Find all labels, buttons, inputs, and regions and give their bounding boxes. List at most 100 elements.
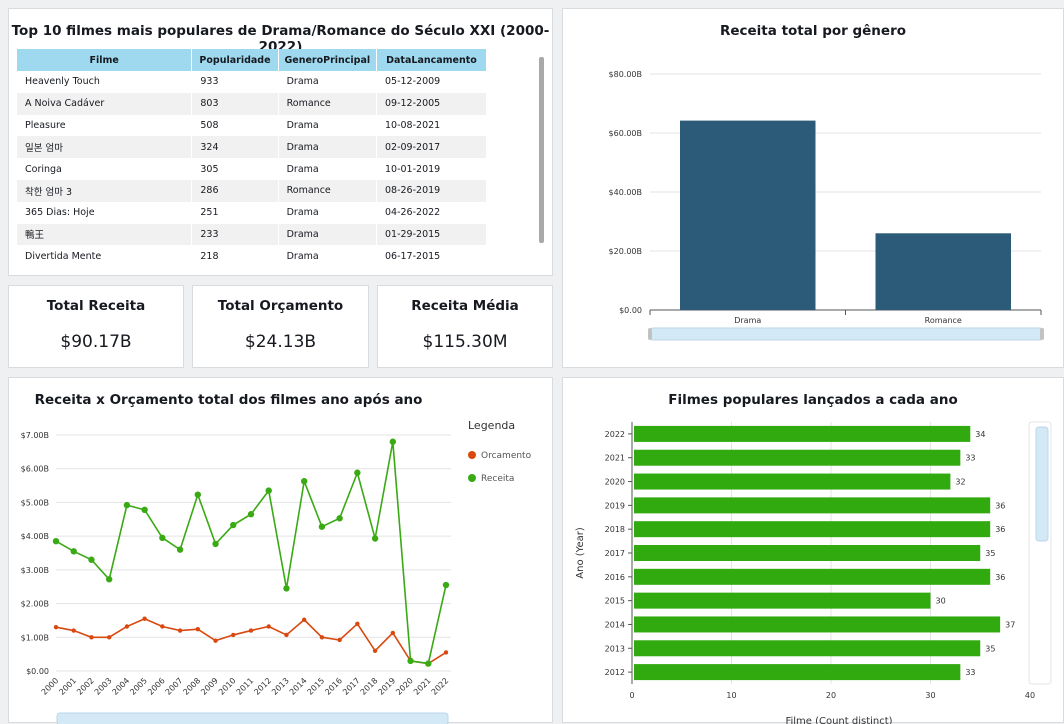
table-row[interactable]: Divertida Mente 218 Drama 06-17-2015 [17, 245, 487, 268]
x-tick-label: 2003 [93, 676, 114, 697]
data-label: 36 [995, 573, 1005, 582]
bar-year-2018[interactable] [634, 521, 991, 538]
bar-year-2015[interactable] [634, 592, 931, 609]
point-receita[interactable] [212, 540, 219, 548]
horizontal-scrollbar[interactable] [649, 327, 1044, 341]
x-tick-label: 2008 [181, 676, 202, 697]
x-tick-label: 2018 [359, 676, 380, 697]
point-orcamento[interactable] [337, 637, 342, 643]
table-row[interactable]: Pleasure 508 Drama 10-08-2021 [17, 114, 487, 137]
films-per-year-card: Filmes populares lançados a cada ano 0 10… [562, 377, 1064, 724]
bar-year-2019[interactable] [634, 497, 991, 514]
point-receita[interactable] [283, 585, 290, 592]
point-receita[interactable] [88, 556, 95, 563]
point-orcamento[interactable] [177, 628, 183, 633]
bar-year-2017[interactable] [634, 545, 981, 561]
data-label: 33 [965, 454, 975, 463]
point-receita[interactable] [425, 660, 432, 667]
point-orcamento[interactable] [53, 624, 59, 630]
column-header[interactable]: Filme [17, 49, 193, 71]
point-orcamento[interactable] [231, 632, 236, 638]
point-receita[interactable] [176, 546, 184, 553]
point-receita[interactable] [70, 548, 77, 555]
bar-year-2020[interactable] [634, 473, 951, 490]
scroll-handle-right[interactable] [1040, 328, 1044, 340]
table-cell: 933 [191, 71, 279, 93]
y-tick-label: $0.00 [26, 667, 49, 676]
table-row[interactable]: Coringa 305 Drama 10-01-2019 [17, 158, 487, 180]
table-row[interactable]: A Noiva Cadáver 803 Romance 09-12-2005 [17, 92, 487, 115]
bar-year-2012[interactable] [634, 664, 961, 681]
x-tick-label: 40 [1025, 691, 1035, 700]
table-row[interactable]: 일본 엄마 324 Drama 02-09-2017 [17, 136, 487, 159]
point-orcamento[interactable] [355, 621, 360, 626]
column-header[interactable]: GeneroPrincipal [278, 49, 378, 71]
point-receita[interactable] [300, 477, 308, 485]
point-receita[interactable] [141, 506, 148, 514]
point-receita[interactable] [123, 501, 131, 509]
point-receita[interactable] [52, 538, 60, 545]
x-tick-label: 2007 [164, 676, 185, 697]
point-receita[interactable] [318, 523, 326, 530]
point-orcamento[interactable] [124, 624, 130, 629]
bar-year-2021[interactable] [634, 449, 961, 466]
point-receita[interactable] [336, 515, 343, 522]
bar-year-2013[interactable] [634, 640, 981, 657]
x-tick-label: 2009 [199, 676, 220, 697]
point-receita[interactable] [371, 535, 379, 542]
point-orcamento[interactable] [284, 632, 289, 638]
y-tick-label: $5.00B [21, 498, 49, 507]
kpi-card-total-orcamento: Total Orçamento $24.13B [192, 285, 369, 368]
point-orcamento[interactable] [89, 635, 94, 640]
chart-title: Filmes populares lançados a cada ano [668, 392, 958, 408]
point-orcamento[interactable] [248, 628, 254, 633]
point-orcamento[interactable] [443, 650, 449, 655]
scroll-handle-left[interactable] [648, 328, 652, 340]
column-header[interactable]: DataLancamento [376, 49, 487, 71]
table-scrollbar[interactable] [539, 57, 544, 243]
bar-year-2022[interactable] [634, 425, 971, 442]
point-receita[interactable] [159, 534, 166, 542]
point-orcamento[interactable] [390, 630, 396, 636]
legend-label[interactable]: Orcamento [481, 451, 532, 461]
y-tick-label: $1.00B [21, 633, 49, 642]
point-orcamento[interactable] [301, 617, 307, 622]
data-label: 35 [985, 549, 995, 558]
point-receita[interactable] [194, 491, 202, 498]
point-orcamento[interactable] [71, 628, 76, 633]
point-receita[interactable] [389, 438, 397, 445]
point-orcamento[interactable] [213, 638, 218, 643]
point-orcamento[interactable] [266, 624, 271, 629]
bar-drama[interactable] [680, 120, 816, 310]
column-header[interactable]: Popularidade [191, 49, 279, 71]
bar-year-2014[interactable] [634, 616, 1001, 633]
point-receita[interactable] [354, 469, 361, 476]
table-cell: 233 [191, 223, 279, 246]
point-receita[interactable] [407, 657, 414, 665]
point-orcamento[interactable] [319, 635, 325, 640]
point-orcamento[interactable] [106, 635, 112, 640]
table-row[interactable]: 착한 엄마 3 286 Romance 08-26-2019 [17, 179, 487, 202]
y-tick-label: 2022 [605, 430, 625, 439]
point-receita[interactable] [265, 487, 272, 494]
point-receita[interactable] [247, 511, 255, 518]
x-tick-label: 2022 [430, 676, 451, 697]
horizontal-scrollbar[interactable] [56, 712, 449, 724]
legend-label[interactable]: Receita [481, 474, 514, 484]
table-row[interactable]: 鴨王 233 Drama 01-29-2015 [17, 223, 487, 246]
point-orcamento[interactable] [160, 624, 165, 629]
point-orcamento[interactable] [372, 648, 378, 653]
point-orcamento[interactable] [195, 626, 201, 632]
kpi-card-total-receita: Total Receita $90.17B [8, 285, 184, 368]
point-orcamento[interactable] [142, 616, 147, 621]
bar-romance[interactable] [875, 233, 1012, 310]
table-row[interactable]: 365 Dias: Hoje 251 Drama 04-26-2022 [17, 201, 487, 224]
table-cell: Pleasure [17, 114, 193, 137]
y-tick-label: $4.00B [21, 532, 49, 541]
bar-year-2016[interactable] [634, 568, 991, 585]
table-row[interactable]: Heavenly Touch 933 Drama 05-12-2009 [17, 71, 487, 93]
point-receita[interactable] [442, 581, 450, 589]
point-receita[interactable] [230, 521, 237, 529]
vertical-scrollbar-thumb[interactable] [1035, 426, 1049, 542]
point-receita[interactable] [105, 576, 113, 583]
